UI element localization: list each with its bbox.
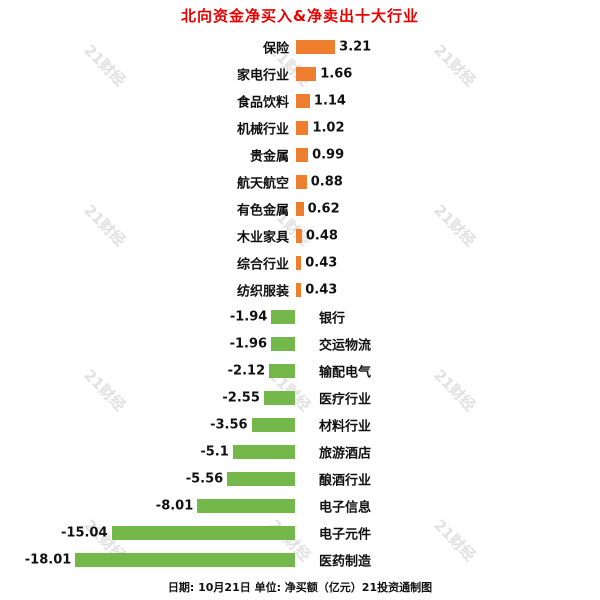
bar (271, 336, 295, 351)
bar-row: 机械行业 1.02 (0, 114, 600, 141)
bar (296, 39, 336, 54)
bar (296, 228, 302, 243)
bar-row: 电子信息 -8.01 (0, 492, 600, 519)
category-label: 材料行业 (319, 419, 372, 434)
category-label: 有色金属 (236, 203, 289, 218)
value-label: -15.04 (61, 525, 108, 540)
bar-row: 医疗行业 -2.55 (0, 384, 600, 411)
bar (227, 471, 295, 486)
bar-row: 有色金属 0.62 (0, 195, 600, 222)
bar-row: 酿酒行业 -5.56 (0, 465, 600, 492)
value-label: -3.56 (210, 417, 248, 432)
category-label: 航天航空 (236, 176, 289, 191)
category-label: 木业家具 (236, 230, 289, 245)
bar-row: 木业家具 0.48 (0, 222, 600, 249)
bar (296, 93, 310, 108)
value-label: 1.14 (313, 93, 346, 108)
category-label: 机械行业 (236, 122, 289, 137)
value-label: -18.01 (24, 552, 72, 567)
bar (111, 525, 295, 540)
category-label: 电子元件 (319, 527, 372, 542)
bar-row: 材料行业 -3.56 (0, 411, 600, 438)
bar-row: 旅游酒店 -5.1 (0, 438, 600, 465)
category-label: 交运物流 (319, 338, 372, 353)
bar-row: 航天航空 0.88 (0, 168, 600, 195)
bar-row: 输配电气 -2.12 (0, 357, 600, 384)
chart-caption: 日期: 10月21日 单位: 净买额（亿元）21投资通制图 (167, 581, 433, 594)
value-label: -2.12 (227, 363, 266, 378)
bar (232, 444, 295, 459)
value-label: 3.21 (339, 39, 372, 54)
value-label: -5.56 (185, 471, 224, 486)
bar-row: 医药制造 -18.01 (0, 546, 600, 573)
value-label: 1.02 (312, 120, 345, 135)
value-label: 1.66 (320, 66, 353, 81)
value-label: 0.43 (305, 282, 338, 297)
category-label: 保险 (262, 41, 289, 56)
bar-row: 银行 -1.94 (0, 303, 600, 330)
category-label: 综合行业 (236, 257, 289, 272)
category-label: 酿酒行业 (319, 473, 372, 488)
category-label: 食品饮料 (236, 95, 289, 110)
value-label: -8.01 (155, 498, 194, 513)
value-label: 0.88 (310, 174, 343, 189)
category-label: 贵金属 (249, 149, 289, 164)
bar (251, 417, 295, 432)
value-label: -2.55 (222, 390, 260, 405)
bar-row: 食品饮料 1.14 (0, 87, 600, 114)
bar-row: 保险 3.21 (0, 33, 600, 60)
bar (296, 120, 309, 135)
bar (296, 174, 307, 189)
bar (197, 498, 295, 513)
value-label: 0.43 (305, 255, 338, 270)
value-label: -1.96 (229, 336, 268, 351)
bar (269, 363, 295, 378)
category-label: 医疗行业 (319, 392, 372, 407)
bar-row: 交运物流 -1.96 (0, 330, 600, 357)
bar (296, 282, 302, 297)
bar (296, 255, 302, 270)
bar (75, 552, 295, 567)
bar (296, 201, 304, 216)
bar-row: 综合行业 0.43 (0, 249, 600, 276)
bar (296, 66, 317, 81)
value-label: 0.62 (307, 201, 340, 216)
category-label: 家电行业 (236, 68, 289, 83)
bar-row: 纺织服装 0.43 (0, 276, 600, 303)
value-label: 0.99 (312, 147, 345, 162)
category-label: 纺织服装 (236, 284, 289, 299)
bar-row: 贵金属 0.99 (0, 141, 600, 168)
bar-row: 电子元件 -15.04 (0, 519, 600, 546)
category-label: 旅游酒店 (319, 446, 372, 461)
bar (271, 309, 295, 324)
value-label: -1.94 (229, 309, 268, 324)
chart: 保险 3.21 家电行业 1.66 食品饮料 1.14 机械行业 1.02 贵金属 0.99 航天航… (0, 33, 600, 573)
chart-title: 北向资金净买入&净卖出十大行业 (180, 7, 420, 25)
category-label: 医药制造 (319, 554, 372, 569)
value-label: 0.48 (305, 228, 338, 243)
category-label: 电子信息 (319, 500, 372, 515)
bar-row: 家电行业 1.66 (0, 60, 600, 87)
category-label: 输配电气 (319, 365, 372, 380)
bar (263, 390, 295, 405)
value-label: -5.1 (200, 444, 229, 459)
bar (296, 147, 309, 162)
category-label: 银行 (319, 311, 346, 326)
